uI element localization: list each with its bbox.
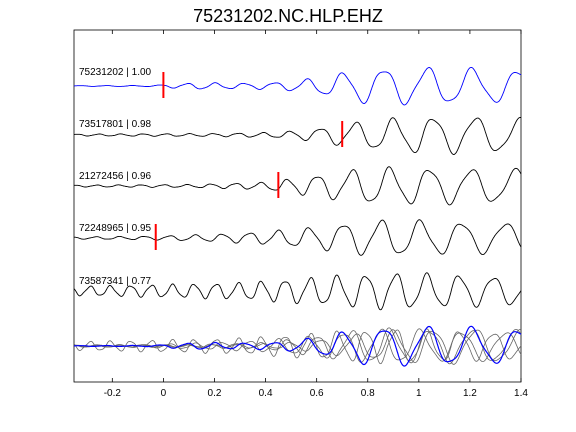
x-tick-label: 0.8 xyxy=(361,388,375,399)
trace-waveform xyxy=(73,66,522,106)
x-tick-label: 0.2 xyxy=(208,388,222,399)
overlay-trace xyxy=(73,328,522,365)
trace-waveform xyxy=(73,272,522,311)
x-tick-label: 0 xyxy=(161,388,167,399)
axes-frame xyxy=(73,29,522,383)
x-tick-label: -0.2 xyxy=(104,388,122,399)
trace-label: 73587341 | 0.77 xyxy=(79,276,152,287)
overlay-trace xyxy=(74,328,522,363)
x-tick-label: 0.4 xyxy=(259,388,273,399)
trace-label: 21272456 | 0.96 xyxy=(79,171,152,182)
x-tick-label: 1.4 xyxy=(514,388,528,399)
chart-title: 75231202.NC.HLP.EHZ xyxy=(193,6,383,26)
x-tick-label: 1.2 xyxy=(463,388,477,399)
trace-waveform xyxy=(74,116,522,155)
x-tick-label: 1 xyxy=(416,388,422,399)
trace-label: 73517801 | 0.98 xyxy=(79,119,152,130)
trace-waveform xyxy=(74,166,522,206)
x-tick-label: 0.6 xyxy=(310,388,324,399)
trace-waveform xyxy=(74,219,522,256)
trace-label: 75231202 | 1.00 xyxy=(79,67,152,78)
trace-label: 72248965 | 0.95 xyxy=(79,223,152,234)
overlay-reference-trace xyxy=(73,325,522,367)
overlay-trace xyxy=(73,328,522,365)
